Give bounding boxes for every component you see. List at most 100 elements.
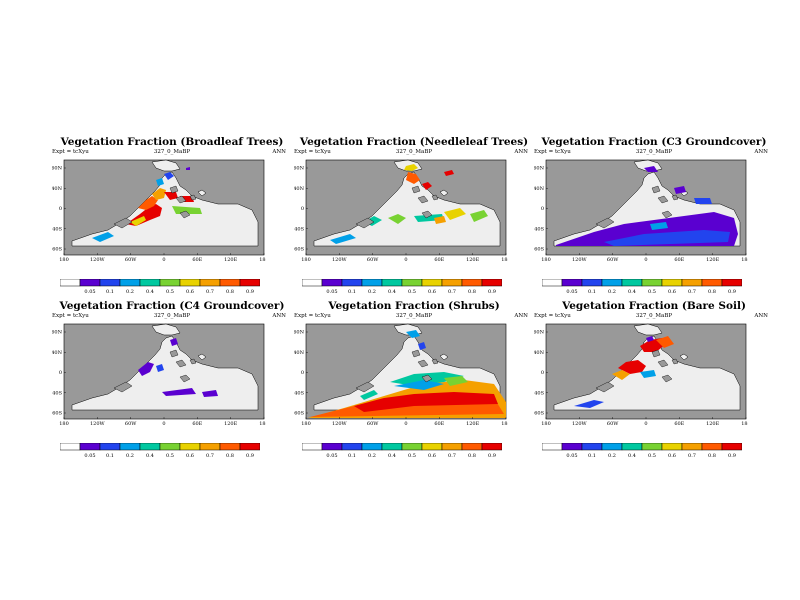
colorbar-swatch bbox=[79, 279, 101, 287]
longitude-label: 120W bbox=[332, 257, 348, 263]
vegetation-fraction-area bbox=[354, 392, 498, 412]
vegetation-fraction-area bbox=[170, 338, 178, 346]
latitude-label: 60N bbox=[52, 166, 63, 172]
panel-title: Vegetation Fraction (C4 Groundcover) bbox=[59, 300, 285, 312]
longitude-label: 120E bbox=[706, 421, 720, 427]
vegetation-fraction-area bbox=[406, 330, 420, 338]
vegetation-fraction-area bbox=[418, 342, 426, 350]
vegetation-map: 60N 40N 0 40S 60S 180 120W 60W 0 60E 120E 180 bbox=[534, 323, 748, 427]
colorbar-label: 0.9 bbox=[488, 453, 496, 459]
panel-bare-soil: Vegetation Fraction (Bare Soil) Expt = t… bbox=[534, 300, 774, 490]
colorbar-label: 0.7 bbox=[688, 289, 696, 295]
colorbar-label: 0.8 bbox=[468, 289, 476, 295]
latitude-label: 40N bbox=[294, 350, 305, 356]
run-label: 327_0_MaBP bbox=[635, 313, 673, 319]
longitude-label: 180 bbox=[541, 257, 551, 263]
colorbar-swatch bbox=[441, 279, 463, 287]
colorbar-swatch bbox=[99, 279, 121, 287]
vegetation-fraction-area bbox=[162, 388, 196, 396]
latitude-label: 60S bbox=[534, 411, 544, 417]
colorbar-swatch bbox=[641, 443, 663, 451]
longitude-label: 180 bbox=[741, 257, 748, 263]
inland-sea bbox=[113, 381, 133, 393]
longitude-label: 60E bbox=[192, 257, 202, 263]
longitude-label: 120E bbox=[706, 257, 720, 263]
longitude-label: 180 bbox=[541, 421, 551, 427]
panel-title: Vegetation Fraction (Broadleaf Trees) bbox=[60, 136, 284, 148]
longitude-label: 60W bbox=[607, 257, 619, 263]
longitude-label: 60W bbox=[125, 421, 137, 427]
run-label: 327_0_MaBP bbox=[395, 149, 433, 155]
colorbar-label: 0.8 bbox=[708, 453, 716, 459]
colorbar-swatch bbox=[621, 443, 643, 451]
vegetation-fraction-area bbox=[604, 230, 730, 246]
vegetation-fraction-area bbox=[172, 206, 202, 214]
longitude-label: 180 bbox=[259, 257, 266, 263]
longitude-label: 180 bbox=[501, 421, 508, 427]
vegetation-fraction-area bbox=[130, 216, 146, 226]
colorbar-swatch bbox=[159, 279, 181, 287]
vegetation-map: 60N 40N 0 40S 60S 180 120W 60W 0 60E 120E 180 bbox=[52, 323, 266, 427]
colorbar-label: 0.8 bbox=[468, 453, 476, 459]
colorbar-swatch bbox=[159, 443, 181, 451]
inland-sea bbox=[661, 210, 673, 219]
colorbar-label: 0.4 bbox=[146, 453, 154, 459]
longitude-label: 60W bbox=[367, 257, 379, 263]
colorbar-label: 0.05 bbox=[566, 453, 577, 459]
latitude-label: 60S bbox=[294, 411, 304, 417]
longitude-label: 120W bbox=[572, 257, 588, 263]
colorbar-swatch bbox=[561, 279, 583, 287]
vegetation-fraction-area bbox=[612, 370, 630, 380]
period-label: ANN bbox=[272, 313, 286, 319]
land-area bbox=[197, 189, 207, 197]
inland-sea bbox=[175, 359, 187, 368]
longitude-label: 0 bbox=[162, 257, 165, 263]
colorbar-label: 0.4 bbox=[628, 453, 636, 459]
colorbar-swatch bbox=[542, 279, 563, 287]
vegetation-fraction-area bbox=[406, 172, 420, 184]
colorbar-label: 0.5 bbox=[408, 453, 416, 459]
inland-sea bbox=[175, 195, 187, 204]
inland-sea bbox=[421, 210, 433, 219]
longitude-label: 0 bbox=[162, 421, 165, 427]
colorbar-label: 0.9 bbox=[728, 289, 736, 295]
land-area bbox=[71, 171, 259, 247]
vegetation-fraction-area bbox=[644, 166, 658, 172]
inland-sea bbox=[661, 374, 673, 383]
land-area bbox=[439, 189, 449, 197]
experiment-label: Expt = tcXyu bbox=[52, 313, 89, 319]
longitude-label: 120E bbox=[466, 257, 480, 263]
inland-sea bbox=[169, 185, 179, 194]
land-area bbox=[151, 323, 181, 336]
colorbar-swatch bbox=[119, 279, 141, 287]
colorbar-swatch bbox=[381, 279, 403, 287]
vegetation-fraction-area bbox=[394, 380, 444, 390]
colorbar-label: 0.8 bbox=[226, 289, 234, 295]
vegetation-fraction-area bbox=[164, 192, 178, 200]
longitude-label: 0 bbox=[404, 421, 407, 427]
colorbar-swatch bbox=[621, 279, 643, 287]
longitude-label: 120W bbox=[332, 421, 348, 427]
colorbar-swatch bbox=[361, 443, 383, 451]
colorbar-swatch bbox=[79, 443, 101, 451]
run-label: 327_0_MaBP bbox=[153, 149, 191, 155]
panel-title: Vegetation Fraction (Needleleaf Trees) bbox=[299, 136, 529, 148]
colorbar-label: 0.9 bbox=[246, 453, 254, 459]
run-label: 327_0_MaBP bbox=[153, 313, 191, 319]
colorbar-label: 0.8 bbox=[226, 453, 234, 459]
vegetation-fraction-area bbox=[470, 210, 488, 222]
longitude-label: 180 bbox=[59, 257, 69, 263]
longitude-label: 180 bbox=[501, 257, 508, 263]
colorbar-label: 0.1 bbox=[348, 453, 356, 459]
colorbar-label: 0.4 bbox=[388, 453, 396, 459]
vegetation-fraction-area bbox=[656, 336, 674, 348]
colorbar: 0.05 0.1 0.2 0.4 0.5 0.6 0.7 0.8 0.9 bbox=[542, 279, 742, 295]
colorbar-swatch bbox=[179, 443, 201, 451]
inland-sea bbox=[417, 195, 429, 204]
colorbar-label: 0.6 bbox=[186, 289, 194, 295]
colorbar-swatch bbox=[341, 279, 363, 287]
colorbar-label: 0.7 bbox=[448, 453, 456, 459]
panel-c3-groundcover: Vegetation Fraction (C3 Groundcover) Exp… bbox=[534, 136, 774, 326]
land-area bbox=[439, 353, 449, 361]
colorbar: 0.05 0.1 0.2 0.4 0.5 0.6 0.7 0.8 0.9 bbox=[542, 443, 742, 459]
